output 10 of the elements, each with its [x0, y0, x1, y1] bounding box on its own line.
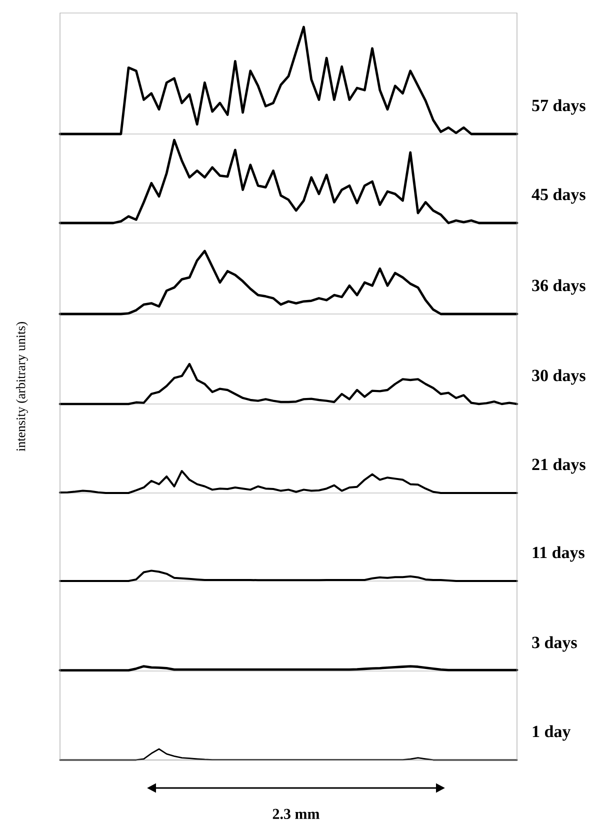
series-label: 36 days — [532, 279, 586, 295]
series-label: 3 days — [532, 636, 577, 652]
y-axis-title: intensity (arbitrary units) — [16, 322, 28, 452]
series-label: 45 days — [532, 188, 586, 204]
series-label: 57 days — [532, 99, 586, 115]
series-label: 30 days — [532, 369, 586, 385]
series-label: 1 day — [532, 725, 571, 741]
text: 2.3 mm — [272, 808, 320, 820]
series-label: 21 days — [532, 458, 586, 474]
series-label: 11 days — [532, 546, 584, 562]
